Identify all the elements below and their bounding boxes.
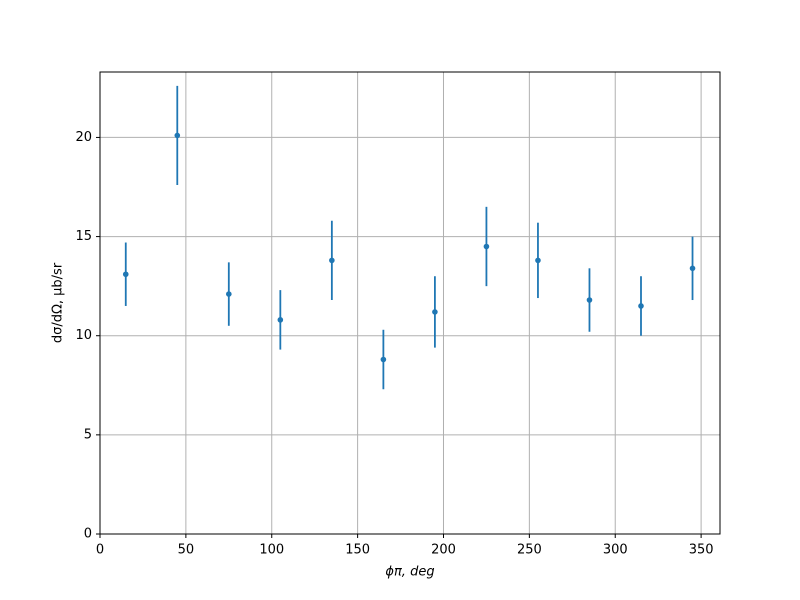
data-point <box>174 132 181 139</box>
x-tick-label: 100 <box>259 543 284 558</box>
x-tick-label: 150 <box>345 543 370 558</box>
data-point <box>380 356 387 363</box>
x-tick-label: 350 <box>689 543 714 558</box>
y-tick-label: 20 <box>75 130 92 145</box>
plot-frame <box>99 71 721 535</box>
x-tick-label: 50 <box>178 543 195 558</box>
x-tick-label: 250 <box>517 543 542 558</box>
data-point <box>586 297 593 303</box>
y-tick-label: 10 <box>75 328 92 343</box>
x-tick-label: 200 <box>431 543 456 558</box>
data-point <box>689 265 696 272</box>
data-point <box>226 291 232 297</box>
data-point <box>122 271 129 278</box>
y-tick-label: 5 <box>84 427 92 442</box>
data-point <box>432 309 438 315</box>
data-point <box>483 243 490 250</box>
data-point <box>277 317 284 323</box>
data-point <box>535 257 541 264</box>
x-axis-label: ϕπ, deg <box>385 565 434 580</box>
data-point <box>638 303 644 309</box>
data-point <box>329 257 335 264</box>
x-tick-label: 0 <box>96 543 104 558</box>
y-axis-label: dσ/dΩ, μb/sr <box>51 262 66 343</box>
y-tick-label: 0 <box>84 527 92 542</box>
x-tick-label: 300 <box>603 543 628 558</box>
y-tick-label: 15 <box>75 229 92 244</box>
